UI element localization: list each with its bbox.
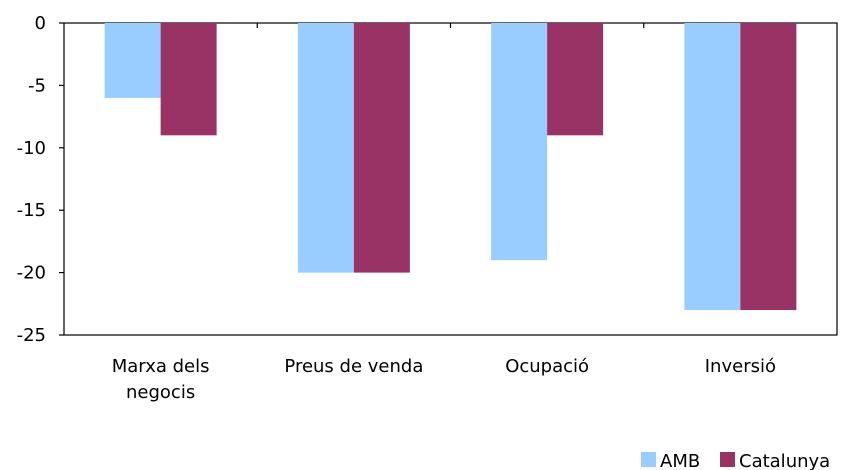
category-label: negocis [126, 382, 195, 403]
legend-label-catalunya: Catalunya [739, 451, 830, 470]
legend-swatch-amb [641, 452, 656, 467]
y-tick-label: -25 [17, 325, 46, 346]
legend-swatch-catalunya [720, 452, 735, 467]
bar-catalunya [740, 23, 797, 311]
y-tick-label: -15 [17, 200, 46, 221]
category-label: Marxa dels [112, 356, 210, 377]
category-label: Preus de venda [284, 356, 423, 377]
bar-amb [104, 23, 161, 98]
bar-catalunya [353, 23, 410, 273]
bar-amb [491, 23, 548, 261]
category-label: Inversió [705, 356, 776, 377]
category-label: Ocupació [505, 356, 589, 377]
bar-catalunya [160, 23, 217, 136]
y-tick-label: 0 [35, 13, 46, 34]
y-tick-label: -10 [17, 138, 46, 159]
bar-amb [684, 23, 741, 311]
legend-label-amb: AMB [660, 451, 700, 470]
bar-catalunya [547, 23, 604, 136]
bar-amb [297, 23, 354, 273]
y-tick-label: -20 [17, 263, 46, 284]
y-tick-label: -5 [28, 75, 46, 96]
